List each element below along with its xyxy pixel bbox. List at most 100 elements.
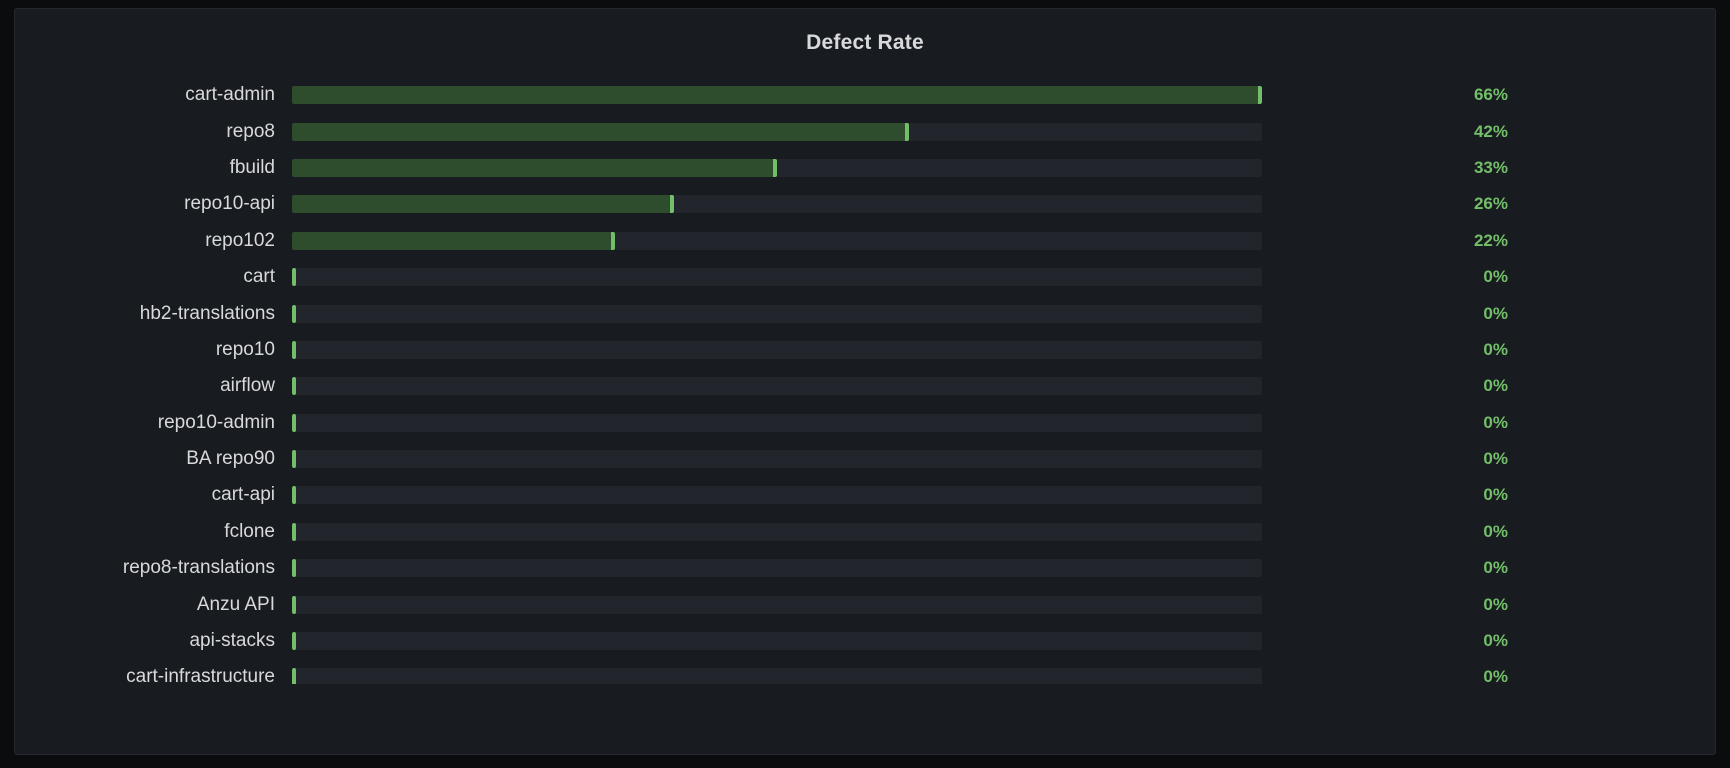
bar-fill [292, 486, 296, 505]
bar-fill [292, 522, 296, 541]
bar-end-cap [905, 122, 910, 141]
row-label: Anzu API [196, 593, 275, 615]
bar-fill [292, 668, 296, 684]
bar-row: Anzu API 0% [15, 586, 1715, 622]
bar-fill [292, 304, 296, 323]
row-label: api-stacks [189, 630, 275, 652]
bar-row: repo8-translations 0% [15, 550, 1715, 586]
defect-rate-panel: Defect Rate cart-admin 66% repo8 42% fbuild 3… [14, 8, 1716, 755]
bar-fill [292, 268, 296, 287]
bar-row: fbuild 33% [15, 150, 1715, 186]
row-label: airflow [220, 375, 275, 397]
bar-fill [292, 195, 675, 214]
bar-row: cart 0% [15, 259, 1715, 295]
row-label: fbuild [229, 156, 275, 178]
bar-fill [292, 86, 1262, 105]
bar-row: cart-admin 66% [15, 77, 1715, 113]
row-label: cart-admin [185, 84, 275, 106]
row-value: 0% [1483, 485, 1508, 505]
bar-end-cap [292, 450, 296, 469]
bar-end-cap [292, 559, 296, 578]
bar-end-cap [292, 486, 296, 505]
bar-row: hb2-translations 0% [15, 295, 1715, 331]
row-value: 33% [1473, 157, 1508, 177]
bar-track [292, 340, 1262, 359]
bar-fill [292, 231, 616, 250]
bar-end-cap [292, 377, 296, 396]
row-value: 0% [1483, 412, 1508, 432]
bar-row: repo10-admin 0% [15, 405, 1715, 441]
bar-row: repo10 0% [15, 332, 1715, 368]
bar-fill [292, 450, 296, 469]
row-label: cart [243, 266, 275, 288]
row-value: 42% [1473, 121, 1508, 141]
bar-track [292, 668, 1262, 684]
bar-row: BA repo90 0% [15, 441, 1715, 477]
row-value: 26% [1473, 194, 1508, 214]
bar-end-cap [292, 668, 296, 684]
bar-end-cap [292, 268, 296, 287]
bar-fill [292, 632, 296, 651]
bar-fill [292, 122, 910, 141]
bar-track [292, 304, 1262, 323]
row-value: 66% [1473, 85, 1508, 105]
row-value: 0% [1483, 376, 1508, 396]
bar-track [292, 377, 1262, 396]
bar-track [292, 231, 1262, 250]
bar-fill [292, 377, 296, 396]
row-label: BA repo90 [186, 448, 275, 470]
bar-end-cap [292, 595, 296, 614]
bar-fill [292, 340, 296, 359]
row-value: 0% [1483, 558, 1508, 578]
row-label: repo8 [226, 120, 275, 142]
row-label: repo10 [215, 338, 275, 360]
bar-end-cap [292, 340, 296, 359]
bar-track [292, 158, 1262, 177]
bar-row: api-stacks 0% [15, 623, 1715, 659]
row-label: repo8-translations [122, 557, 275, 579]
bar-track [292, 486, 1262, 505]
bar-track [292, 413, 1262, 432]
bar-end-cap [611, 231, 616, 250]
row-label: hb2-translations [139, 302, 275, 324]
bar-fill [292, 595, 296, 614]
row-value: 0% [1483, 631, 1508, 651]
panel-title[interactable]: Defect Rate [806, 31, 924, 54]
bar-row: airflow 0% [15, 368, 1715, 404]
row-value: 0% [1483, 521, 1508, 541]
bar-row: repo8 42% [15, 113, 1715, 149]
bar-end-cap [292, 304, 296, 323]
bar-track [292, 595, 1262, 614]
row-value: 22% [1473, 230, 1508, 250]
bar-row: repo10-api 26% [15, 186, 1715, 222]
row-value: 0% [1483, 303, 1508, 323]
row-label: repo10-admin [157, 411, 275, 433]
bar-track [292, 268, 1262, 287]
bar-row: cart-api 0% [15, 477, 1715, 513]
row-label: cart-api [211, 484, 275, 506]
bar-row: cart-infrastructure 0% [15, 659, 1715, 684]
bar-end-cap [670, 195, 675, 214]
bar-end-cap [773, 158, 777, 177]
bar-fill [292, 158, 777, 177]
bar-end-cap [292, 632, 296, 651]
bar-row: fclone 0% [15, 514, 1715, 550]
bar-row: repo102 22% [15, 223, 1715, 259]
bar-track [292, 86, 1262, 105]
row-value: 0% [1483, 339, 1508, 359]
bar-track [292, 195, 1262, 214]
bar-track [292, 450, 1262, 469]
bar-fill [292, 559, 296, 578]
row-label: fclone [224, 520, 275, 542]
bar-gauge-list: cart-admin 66% repo8 42% fbuild 33% repo10-api… [15, 77, 1715, 684]
bar-track [292, 632, 1262, 651]
bar-end-cap [292, 522, 296, 541]
row-value: 0% [1483, 267, 1508, 287]
bar-end-cap [292, 413, 296, 432]
bar-track [292, 559, 1262, 578]
row-label: repo102 [205, 229, 275, 251]
bar-fill [292, 413, 296, 432]
row-value: 0% [1483, 594, 1508, 614]
bar-end-cap [1258, 86, 1262, 105]
bar-track [292, 522, 1262, 541]
